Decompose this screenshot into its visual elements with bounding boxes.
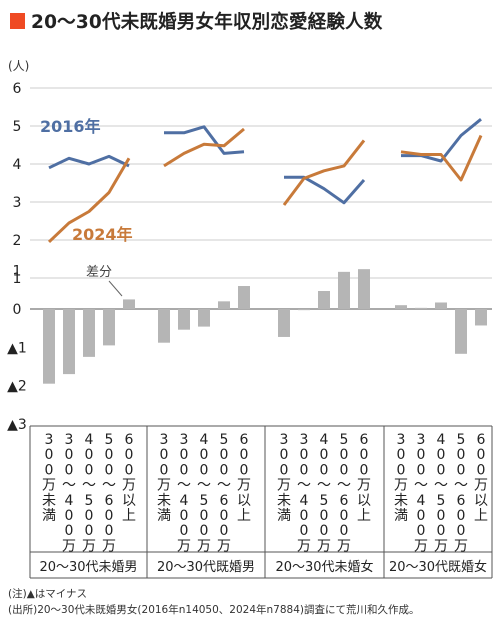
diff-label: 差分: [86, 265, 112, 280]
diff-bar: [475, 309, 487, 326]
title-marker: [10, 13, 25, 29]
category-label: 3 0 0 万未満: [157, 432, 171, 524]
group-label: 20〜30代既婚女: [389, 559, 487, 575]
diff-leader-line: [108, 280, 123, 297]
diff-bar: [218, 301, 230, 309]
group-label: 20〜30代未婚男: [39, 560, 137, 575]
y-tick-top: 6: [13, 81, 22, 97]
diff-bar: [338, 271, 350, 309]
chart-canvas: (人) 1 2 3 4 5 6 1 0 ▲1 ▲2 ▲3 3 0 0 万未満 3 0 0 ～ 4 0 0 万 4 0 0 ～ 5 0 0 万 5…: [7, 59, 493, 579]
category-label: 6 0 0 万以上: [237, 432, 251, 524]
diff-bar: [103, 309, 115, 346]
line-2024: [47, 157, 131, 243]
diff-bar: [415, 307, 427, 309]
title-text: 20〜30代未既婚男女年収別恋愛経験人数: [31, 12, 383, 33]
category-label: 4 0 0 ～ 5 0 0 万: [317, 432, 331, 554]
category-label: 3 0 0 ～ 4 0 0 万: [177, 432, 191, 554]
category-label: 3 0 0 ～ 4 0 0 万: [297, 432, 311, 554]
group-label: 20〜30代既婚男: [157, 560, 255, 575]
diff-bar: [358, 269, 370, 309]
category-label: 6 0 0 万以上: [474, 432, 488, 524]
category-label: 5 0 0 ～ 6 0 0 万: [102, 432, 116, 554]
series-label-2024: 2024年: [72, 225, 133, 244]
diff-bar: [455, 309, 467, 354]
y-tick-bottom: ▲1: [7, 340, 27, 356]
diff-bar: [178, 309, 190, 330]
category-label: 3 0 0 万未満: [277, 432, 291, 524]
diff-bar: [43, 309, 55, 384]
y-tick-bottom: ▲3: [7, 417, 27, 433]
notes: (注)▲はマイナス (出所)20〜30代未既婚男女(2016年n14050、20…: [8, 586, 419, 618]
source-text: (出所)20〜30代未既婚男女(2016年n14050、2024年n7884)調…: [8, 604, 420, 616]
diff-bar: [298, 309, 310, 311]
category-label: 3 0 0 万未満: [42, 432, 56, 524]
y-tick-top: 5: [13, 119, 22, 135]
diff-bar: [318, 290, 330, 309]
y-tick-top: 1: [13, 271, 22, 287]
note-text: (注)▲はマイナス: [8, 588, 88, 600]
line-2024: [282, 139, 366, 206]
category-label: 5 0 0 ～ 6 0 0 万: [337, 432, 351, 554]
group-label: 20〜30代未婚女: [275, 559, 373, 575]
category-label: 5 0 0 ～ 6 0 0 万: [217, 432, 231, 554]
diff-bar: [123, 299, 135, 309]
category-label: 5 0 0 ～ 6 0 0 万: [454, 432, 468, 554]
y-tick-top: 4: [13, 157, 22, 173]
diff-bar: [435, 302, 447, 309]
line-2024: [400, 134, 483, 182]
diff-bar: [158, 309, 170, 343]
line-2016: [164, 125, 245, 155]
unit-label: (人): [8, 59, 29, 73]
category-label: 3 0 0 ～ 4 0 0 万: [62, 432, 76, 554]
category-label: 3 0 0 万未満: [394, 432, 408, 524]
line-2016: [284, 175, 366, 205]
category-label: 6 0 0 万以上: [357, 432, 371, 524]
category-label: 6 0 0 万以上: [122, 432, 136, 524]
category-label: 3 0 0 ～ 4 0 0 万: [414, 432, 428, 554]
y-tick-bottom: 1: [13, 264, 22, 280]
category-label: 4 0 0 ～ 5 0 0 万: [197, 432, 211, 554]
y-tick-bottom: 0: [13, 302, 22, 318]
y-tick-bottom: ▲2: [7, 379, 27, 395]
diff-bar: [278, 309, 290, 337]
line-2016: [48, 154, 130, 170]
y-tick-top: 2: [13, 233, 22, 249]
category-label: 4 0 0 ～ 5 0 0 万: [82, 432, 96, 554]
line-2024: [163, 127, 245, 168]
series-label-2016: 2016年: [40, 117, 101, 136]
line-2016: [401, 118, 482, 163]
diff-bar: [395, 305, 407, 309]
diff-bar: [198, 309, 210, 327]
diff-bar: [63, 309, 75, 375]
chart-title: 20〜30代未既婚男女年収別恋愛経験人数: [10, 8, 383, 34]
diff-bar: [83, 309, 95, 357]
diff-bar: [238, 286, 250, 309]
y-tick-top: 3: [13, 195, 22, 211]
category-label: 4 0 0 ～ 5 0 0 万: [434, 432, 448, 554]
